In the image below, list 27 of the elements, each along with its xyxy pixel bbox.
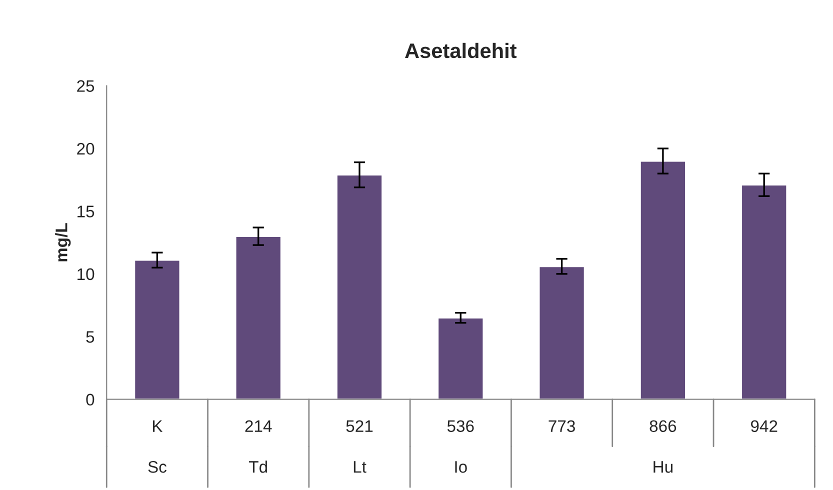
x-tick-label: 942	[750, 420, 778, 432]
text: Lt	[354, 461, 366, 473]
x-tick-label: K	[153, 420, 163, 432]
y-tick-label: 25	[77, 80, 94, 92]
bar	[336, 174, 383, 400]
y-axis-title: mg/L	[55, 223, 71, 262]
bar	[740, 184, 788, 400]
x-tick-label: 214	[245, 420, 272, 432]
y-tick-label: 10	[78, 268, 94, 280]
y-tick-label: 20	[77, 142, 94, 155]
bar	[538, 266, 586, 400]
x-tick-label: 536	[447, 420, 474, 432]
text: Td	[249, 460, 267, 473]
x-tick-label: 866	[650, 420, 676, 432]
bar	[437, 317, 484, 400]
text: Io	[455, 461, 467, 473]
y-tick-label: 15	[78, 206, 94, 218]
y-tick-label: 5	[86, 331, 94, 343]
bar	[134, 259, 181, 400]
bar	[234, 236, 282, 400]
x-tick-label: 521	[346, 420, 373, 432]
text: Sc	[148, 461, 166, 473]
bar	[639, 160, 686, 400]
x-tick-label: 773	[548, 420, 575, 432]
text: Hu	[654, 461, 672, 473]
y-tick-label: 0	[86, 394, 94, 406]
chart-title: Asetaldehit	[405, 42, 517, 58]
